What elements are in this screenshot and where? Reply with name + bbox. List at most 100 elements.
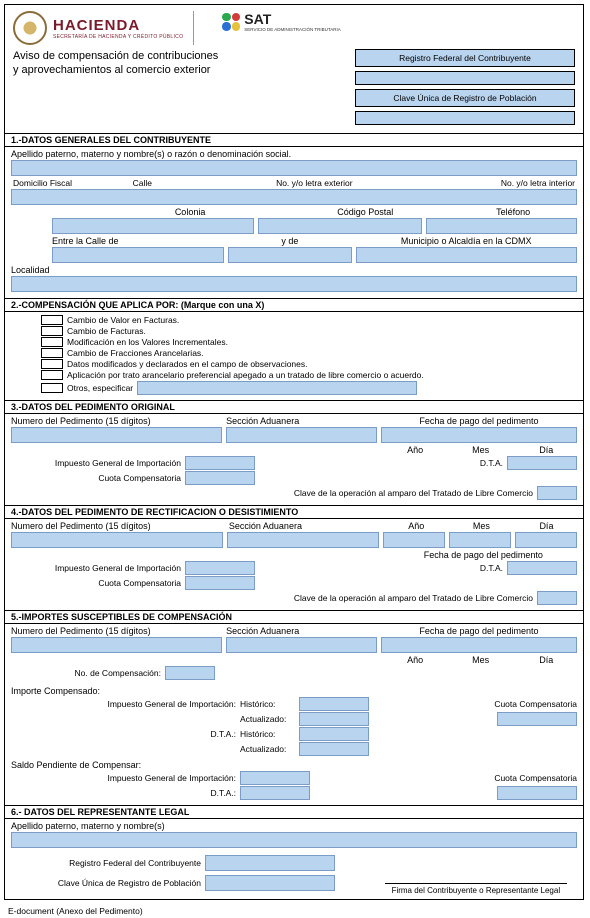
s5-saldo-cuota-field[interactable] (497, 786, 577, 800)
s3-cuota-field[interactable] (185, 471, 255, 485)
s4-mes: Mes (451, 521, 512, 531)
s5-igi-act-field[interactable] (299, 712, 369, 726)
opt7: Otros, especificar (67, 383, 133, 393)
s3-dia: Día (515, 445, 577, 455)
chk-cambio-facturas[interactable] (41, 326, 63, 336)
s3-fecha-field[interactable] (381, 427, 577, 443)
section4-header: 4.-DATOS DEL PEDIMENTO DE RECTIFICACION … (5, 505, 583, 519)
s4-seccion-field[interactable] (227, 532, 379, 548)
section5-header: 5.-IMPORTES SUSCEPTIBLES DE COMPENSACIÓN (5, 610, 583, 624)
s5-fecha-field[interactable] (381, 637, 577, 653)
s4-igi-field[interactable] (185, 561, 255, 575)
entre-label: Entre la Calle de (52, 236, 224, 246)
s3-clave-field[interactable] (537, 486, 577, 500)
no-int-label: No. y/o letra interior (432, 178, 575, 188)
s3-seccion-field[interactable] (226, 427, 377, 443)
s4-clave-field[interactable] (537, 591, 577, 605)
s4-fecha-label: Fecha de pago del pedimento (390, 550, 577, 560)
s5-cuota-label: Cuota Compensatoria (373, 699, 577, 709)
s3-numped-field[interactable] (11, 427, 222, 443)
s4-cuota-field[interactable] (185, 576, 255, 590)
domicilio-field[interactable] (11, 189, 577, 205)
opt3: Modificación en los Valores Incrementale… (67, 337, 228, 347)
chk-trato-arancelario[interactable] (41, 370, 63, 380)
s5-saldo-igi-field[interactable] (240, 771, 310, 785)
form-title: Aviso de compensación de contribuciones … (13, 49, 355, 78)
logo-divider (193, 11, 194, 45)
s6-firma-label: Firma del Contribuyente o Representante … (375, 886, 577, 895)
s3-mes: Mes (450, 445, 512, 455)
s6-curp-label: Clave Única de Registro de Población (11, 878, 201, 888)
s5-ano: Año (384, 655, 446, 665)
title-line1: Aviso de compensación de contribuciones (13, 50, 218, 62)
colonia-field[interactable] (52, 218, 253, 234)
municipio-field[interactable] (356, 247, 577, 263)
s4-mes-field[interactable] (449, 532, 511, 548)
s6-curp-field[interactable] (205, 875, 335, 891)
otros-field[interactable] (137, 381, 417, 395)
s5-seccion-field[interactable] (226, 637, 377, 653)
s6-rfc-field[interactable] (205, 855, 335, 871)
s5-cuota-field[interactable] (497, 712, 577, 726)
section4-body: Numero del Pedimento (15 dígitos) Secció… (5, 519, 583, 610)
opt1: Cambio de Valor en Facturas. (67, 315, 179, 325)
section1-header: 1.-DATOS GENERALES DEL CONTRIBUYENTE (5, 133, 583, 147)
s5-dta-act-field[interactable] (299, 742, 369, 756)
s5-dia: Día (515, 655, 577, 665)
s6-nombre-field[interactable] (11, 832, 577, 848)
sat-wordmark: SAT (244, 11, 341, 27)
s5-mes: Mes (450, 655, 512, 665)
s3-dta-field[interactable] (507, 456, 577, 470)
chk-otros[interactable] (41, 383, 63, 393)
s3-fecha-label: Fecha de pago del pedimento (419, 416, 538, 426)
opt4: Cambio de Fracciones Arancelarias. (67, 348, 204, 358)
s5-nocomp-field[interactable] (165, 666, 215, 680)
s4-numped-field[interactable] (11, 532, 223, 548)
s4-ano-field[interactable] (383, 532, 445, 548)
localidad-field[interactable] (11, 276, 577, 292)
domicilio-label: Domicilio Fiscal (13, 178, 133, 188)
chk-valor-facturas[interactable] (41, 315, 63, 325)
chk-fracciones[interactable] (41, 348, 63, 358)
s5-igi-hist-field[interactable] (299, 697, 369, 711)
sat-logo-block: SAT SERVICIO DE ADMINISTRACIÓN TRIBUTARI… (222, 11, 341, 32)
s3-seccion-label: Sección Aduanera (226, 416, 299, 426)
footer-text: E-document (Anexo del Pedimento) (0, 904, 590, 918)
rfc-label-box: Registro Federal del Contribuyente (355, 49, 575, 67)
nombre-field[interactable] (11, 160, 577, 176)
s5-numped-field[interactable] (11, 637, 222, 653)
curp-value-box[interactable] (355, 111, 575, 125)
signature-line[interactable] (385, 872, 567, 884)
s4-dia: Día (516, 521, 577, 531)
chk-valores-inc[interactable] (41, 337, 63, 347)
s3-igi-field[interactable] (185, 456, 255, 470)
cp-field[interactable] (258, 218, 422, 234)
s5-saldo-dta-field[interactable] (240, 786, 310, 800)
s5-hist1: Histórico: (240, 699, 295, 709)
s4-dia-field[interactable] (515, 532, 577, 548)
municipio-label: Municipio o Alcaldía en la CDMX (355, 236, 577, 246)
s4-dta-field[interactable] (507, 561, 577, 575)
calle-label: Calle (133, 178, 276, 188)
s4-clave-label: Clave de la operación al amparo del Trat… (11, 593, 533, 603)
chk-datos-mod[interactable] (41, 359, 63, 369)
s6-nombre-label: Apellido paterno, materno y nombre(s) (11, 821, 577, 831)
s3-ano: Año (384, 445, 446, 455)
s5-act2: Actualizado: (240, 744, 295, 754)
s5-impcomp-label: Importe Compensado: (11, 686, 577, 696)
s3-cuota-label: Cuota Compensatoria (11, 473, 181, 483)
s5-dta-label: D.T.A.: (11, 729, 236, 739)
rfc-value-box[interactable] (355, 71, 575, 85)
s3-clave-label: Clave de la operación al amparo del Trat… (11, 488, 533, 498)
s5-numped-label: Numero del Pedimento (15 dígitos) (11, 626, 151, 636)
nombre-label: Apellido paterno, materno y nombre(s) o … (11, 149, 577, 159)
yde-field[interactable] (228, 247, 352, 263)
section1-body: Apellido paterno, materno y nombre(s) o … (5, 147, 583, 298)
section5-body: Numero del Pedimento (15 dígitos) Secció… (5, 624, 583, 805)
s4-igi-label: Impuesto General de Importación (11, 563, 181, 573)
tel-field[interactable] (426, 218, 577, 234)
registration-boxes: Registro Federal del Contribuyente Clave… (355, 49, 575, 129)
s3-numped-label: Numero del Pedimento (15 dígitos) (11, 416, 151, 426)
s5-dta-hist-field[interactable] (299, 727, 369, 741)
entre-field[interactable] (52, 247, 224, 263)
